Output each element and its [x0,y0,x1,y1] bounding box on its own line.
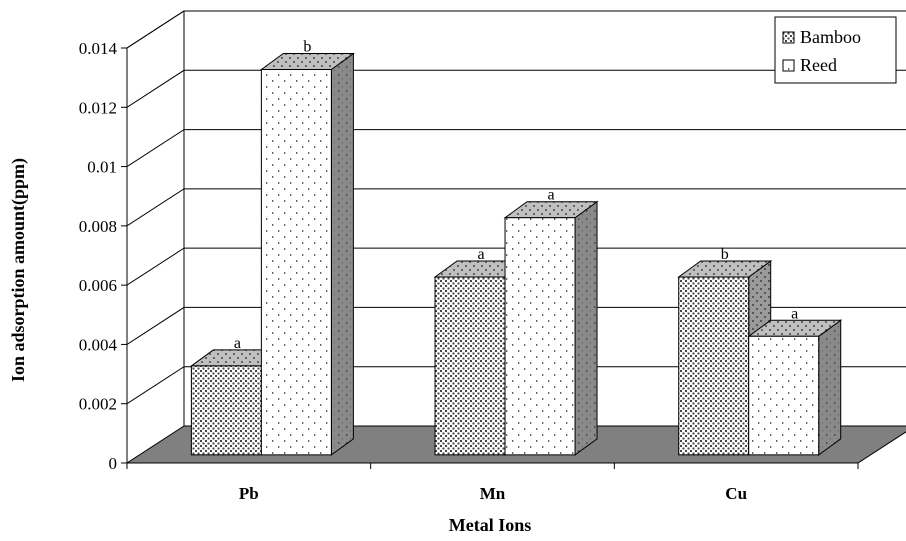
bar-significance-label: a [477,246,484,263]
bar-reed-mn [504,217,576,456]
legend: Bamboo Reed [774,16,897,84]
gridline [126,129,906,167]
bar-side-reed-mn [574,200,598,456]
bar-significance-label: a [791,305,798,322]
gridlines [126,10,906,405]
y-tick-label: 0.004 [79,335,118,354]
x-tick-label: Pb [239,484,259,503]
x-tick-label: Mn [480,484,506,503]
legend-box [774,16,897,84]
gridline [126,10,906,49]
bar-bamboo-pb [190,365,262,456]
legend-swatch-reed [782,59,795,72]
legend-label-reed: Reed [800,55,837,75]
gridline [126,366,906,405]
bars: a b a a b a [189,39,843,456]
bar-bamboo-cu [678,276,750,456]
y-tick-label: 0.006 [79,276,117,295]
bar-reed-cu [748,335,820,456]
bar-side-reed-pb [330,52,354,456]
bar-reed-pb [260,69,332,456]
y-tick-label: 0.014 [79,39,118,58]
bar-significance-label: b [303,39,311,56]
y-tick-label: 0.01 [87,158,117,177]
gridline [126,69,906,108]
y-tick-label: 0.002 [79,395,117,414]
bar-significance-label: b [721,246,729,263]
gridline [126,188,906,227]
bar-significance-label: a [547,187,554,204]
bar-side-reed-cu [818,319,842,456]
y-axis-ticks: 0 0.002 0.004 0.006 0.008 0.01 0.012 0.014 [79,39,127,473]
gridline [126,247,906,286]
y-tick-label: 0.012 [79,98,117,117]
y-tick-label: 0 [109,454,118,473]
bar-bamboo-mn [434,276,506,456]
bar-significance-label: a [234,335,241,352]
x-axis-title: Metal Ions [449,515,532,535]
legend-label-bamboo: Bamboo [800,27,861,47]
x-axis-ticks: Pb Mn Cu [126,463,859,503]
y-axis-title: Ion adsorption amount(ppm) [8,158,29,382]
x-tick-label: Cu [725,484,747,503]
legend-swatch-bamboo [782,31,795,44]
axes [126,48,858,464]
y-tick-label: 0.008 [79,217,117,236]
gridline [126,306,906,345]
